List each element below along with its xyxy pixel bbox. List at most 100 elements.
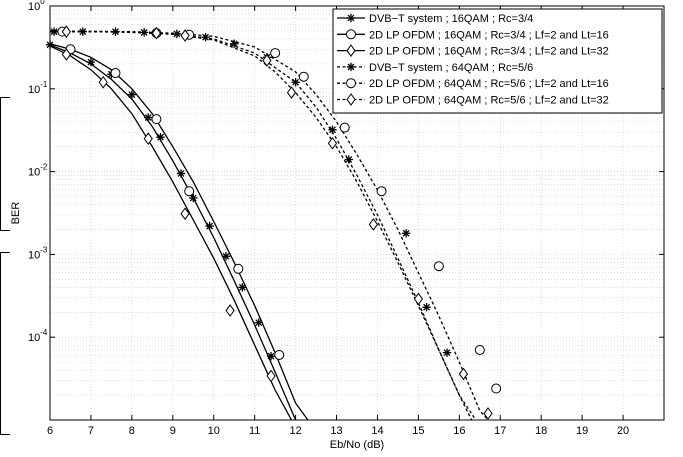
x-tick-label: 15 (412, 425, 424, 437)
x-tick-label: 19 (576, 425, 588, 437)
star-stroke (292, 78, 300, 86)
y-axis-label: BER (10, 202, 22, 225)
data-point-diamond (286, 86, 297, 99)
data-point-circle (346, 78, 356, 89)
star-stroke (79, 28, 87, 36)
star-stroke (50, 28, 58, 36)
data-point-star (344, 155, 354, 164)
data-point-circle (346, 29, 356, 40)
data-point-diamond (61, 25, 71, 39)
data-point-circle (491, 383, 502, 394)
data-point-star (78, 27, 87, 36)
star-stroke (157, 133, 164, 141)
data-point-diamond (98, 75, 108, 89)
data-point-diamond (143, 132, 153, 146)
star-stroke (173, 30, 181, 38)
data-point-star (49, 27, 59, 36)
data-point-circle (274, 349, 285, 360)
series-markers (45, 25, 502, 420)
data-point-diamond (225, 304, 235, 317)
data-point-star (221, 252, 231, 261)
cropped-panel-lower (0, 252, 10, 435)
y-tick-label: 100 (28, 0, 45, 13)
data-point-diamond (151, 26, 162, 40)
data-point-diamond (368, 218, 378, 231)
legend-entry-1: DVB−T system ; 16QAM ; Rc=3/4 (337, 13, 533, 25)
data-point-star (205, 221, 214, 231)
x-tick-label: 11 (249, 425, 260, 437)
star-stroke (112, 28, 119, 36)
axis-ticks: 6 7 8 9 10 11 12 13 14 15 16 17 18 19 20 100 10-1 10-2 10-… (28, 0, 664, 437)
data-point-star (139, 28, 149, 37)
data-point-star (86, 57, 96, 67)
star-stroke (423, 303, 431, 311)
star-stroke (230, 40, 238, 48)
star-stroke (347, 14, 355, 22)
data-point-star (201, 32, 210, 42)
star-stroke (87, 58, 95, 66)
legend-label: 2D LP OFDM ; 16QAM ; Rc=3/4 ; Lf=2 and L… (369, 46, 609, 58)
data-point-star (127, 90, 137, 99)
data-point-star (176, 169, 186, 178)
data-point-circle (376, 186, 387, 197)
series-line-4 (50, 31, 473, 420)
y-tick-label: 10-3 (28, 245, 48, 261)
data-point-circle (233, 263, 244, 274)
series-line-2 (50, 43, 309, 420)
data-point-star (291, 78, 300, 87)
star-stroke (144, 114, 152, 121)
series-markers-4 (49, 27, 452, 357)
x-tick-label: 9 (170, 425, 176, 437)
data-point-star (254, 318, 263, 327)
data-point-diamond (266, 369, 276, 383)
series-line-3 (50, 45, 293, 420)
data-point-diamond (180, 207, 190, 221)
star-stroke (177, 170, 185, 177)
data-point-star (230, 39, 239, 48)
data-point-circle (433, 261, 444, 272)
star-stroke (329, 126, 336, 134)
star-stroke (222, 252, 230, 260)
x-tick-label: 12 (289, 425, 301, 437)
legend: DVB−T system ; 16QAM ; Rc=3/4 2D LP OFDM … (332, 8, 663, 114)
star-stroke (402, 229, 410, 237)
data-point-star (346, 13, 356, 23)
data-point-circle (184, 186, 195, 197)
x-tick-label: 6 (47, 425, 53, 437)
data-point-diamond (483, 407, 493, 420)
legend-label: 2D LP OFDM ; 16QAM ; Rc=3/4 ; Lf=2 and L… (369, 29, 609, 41)
star-stroke (128, 91, 136, 99)
star-stroke (238, 283, 246, 291)
x-tick-label: 10 (208, 425, 220, 437)
x-tick-label: 17 (494, 425, 506, 437)
data-point-star (238, 283, 247, 292)
data-point-diamond (413, 292, 424, 306)
legend-label: 2D LP OFDM ; 64QAM ; Rc=5/6 ; Lf=2 and L… (369, 78, 609, 90)
legend-entry-3: 2D LP OFDM ; 16QAM ; Rc=3/4 ; Lf=2 and L… (337, 44, 609, 58)
series-markers-6 (61, 25, 493, 420)
y-tick-label: 10-1 (28, 80, 48, 96)
data-point-circle (110, 68, 121, 79)
legend-entry-2: 2D LP OFDM ; 16QAM ; Rc=3/4 ; Lf=2 and L… (337, 29, 609, 41)
y-tick-label: 10-4 (28, 328, 48, 344)
data-point-circle (339, 122, 350, 133)
data-point-star (172, 29, 182, 39)
star-stroke (345, 156, 353, 163)
data-point-star (401, 229, 411, 238)
star-stroke (267, 352, 275, 360)
legend-entry-4: DVB−T system ; 64QAM ; Rc=5/6 (337, 62, 533, 74)
data-point-circle (151, 114, 162, 125)
x-tick-label: 20 (617, 425, 629, 437)
data-point-star (328, 125, 337, 134)
x-tick-label: 8 (129, 425, 135, 437)
x-tick-label: 18 (535, 425, 547, 437)
legend-entry-5: 2D LP OFDM ; 64QAM ; Rc=5/6 ; Lf=2 and L… (337, 78, 609, 90)
x-tick-label: 14 (371, 425, 383, 437)
data-point-star (111, 27, 120, 36)
data-point-circle (298, 71, 309, 82)
star-stroke (206, 222, 214, 230)
data-point-star (422, 303, 431, 312)
legend-label: DVB−T system ; 16QAM ; Rc=3/4 (369, 13, 533, 25)
data-point-diamond (346, 93, 356, 106)
